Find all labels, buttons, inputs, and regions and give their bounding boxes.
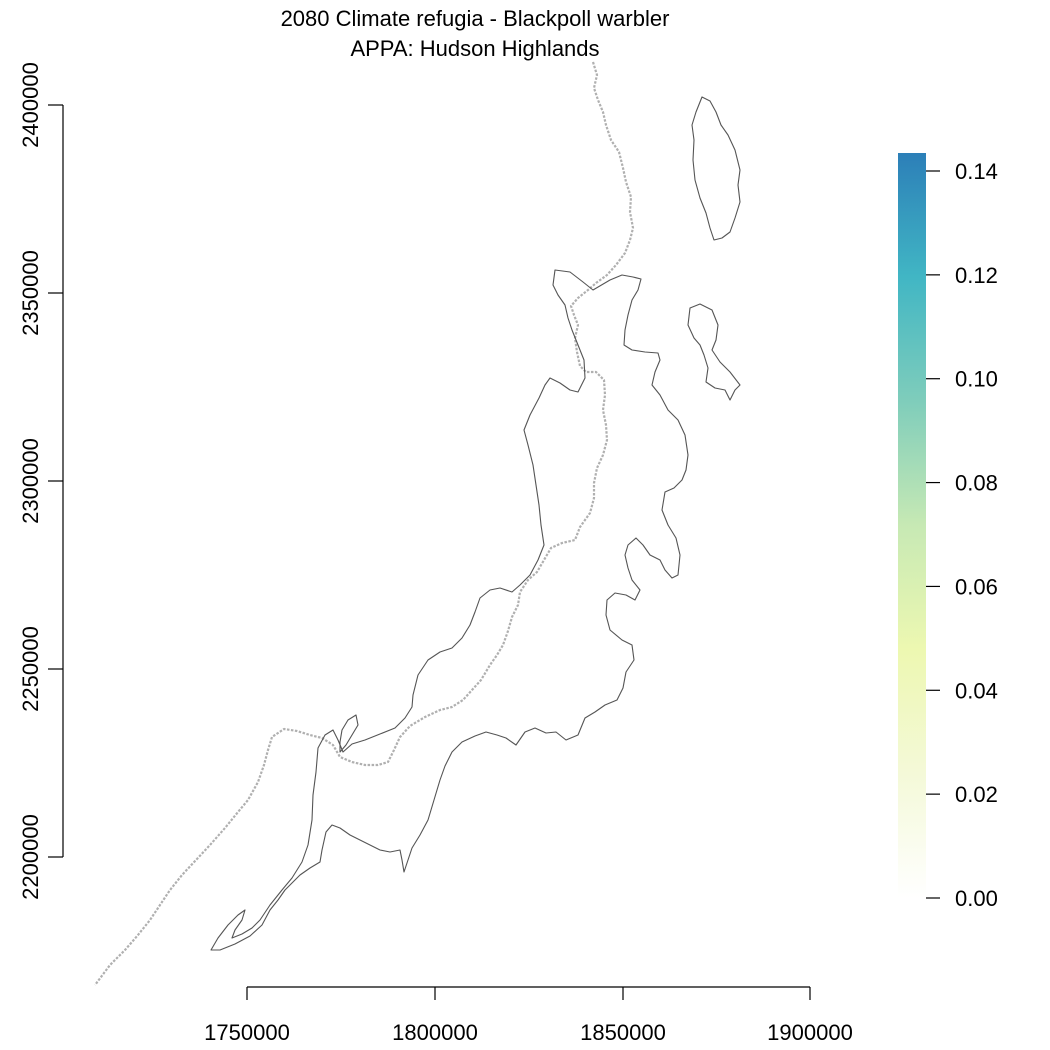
- legend-ticks: 0.00 0.02 0.04 0.06 0.08 0.10 0.12 0.14: [926, 159, 998, 911]
- legend-tick-label: 0.04: [955, 678, 998, 703]
- legend-tick-label: 0.12: [955, 263, 998, 288]
- legend-tick-label: 0.10: [955, 367, 998, 392]
- x-tick-label: 1750000: [204, 1020, 290, 1045]
- legend-tick-label: 0.00: [955, 886, 998, 911]
- park-boundary-hook: [339, 714, 359, 753]
- park-boundary-east: [687, 303, 741, 401]
- appalachian-trail-line: [94, 61, 635, 986]
- x-tick-label: 1900000: [767, 1020, 853, 1045]
- x-axis: 1750000 1800000 1850000 1900000: [204, 986, 853, 1045]
- legend-tick-label: 0.08: [955, 471, 998, 496]
- map-features: [94, 61, 741, 986]
- legend-tick-label: 0.14: [955, 159, 998, 184]
- y-tick-label: 2350000: [18, 250, 43, 336]
- y-tick-label: 2400000: [18, 62, 43, 148]
- legend-colorbar: 0.00 0.02 0.04 0.06 0.08 0.10 0.12 0.14: [898, 153, 998, 911]
- y-tick-label: 2200000: [18, 814, 43, 900]
- legend-tick-label: 0.02: [955, 782, 998, 807]
- y-axis: 2200000 2250000 2300000 2350000 2400000: [18, 62, 64, 900]
- plot-subtitle: APPA: Hudson Highlands: [350, 36, 599, 61]
- x-tick-label: 1800000: [392, 1020, 478, 1045]
- plot-title: 2080 Climate refugia - Blackpoll warbler: [281, 6, 670, 31]
- legend-tick-label: 0.06: [955, 574, 998, 599]
- y-tick-label: 2300000: [18, 438, 43, 524]
- park-boundary-main: [210, 269, 689, 951]
- y-tick-label: 2250000: [18, 626, 43, 712]
- park-boundary-north: [691, 96, 741, 241]
- legend-gradient-bar: [898, 153, 926, 898]
- x-tick-label: 1850000: [580, 1020, 666, 1045]
